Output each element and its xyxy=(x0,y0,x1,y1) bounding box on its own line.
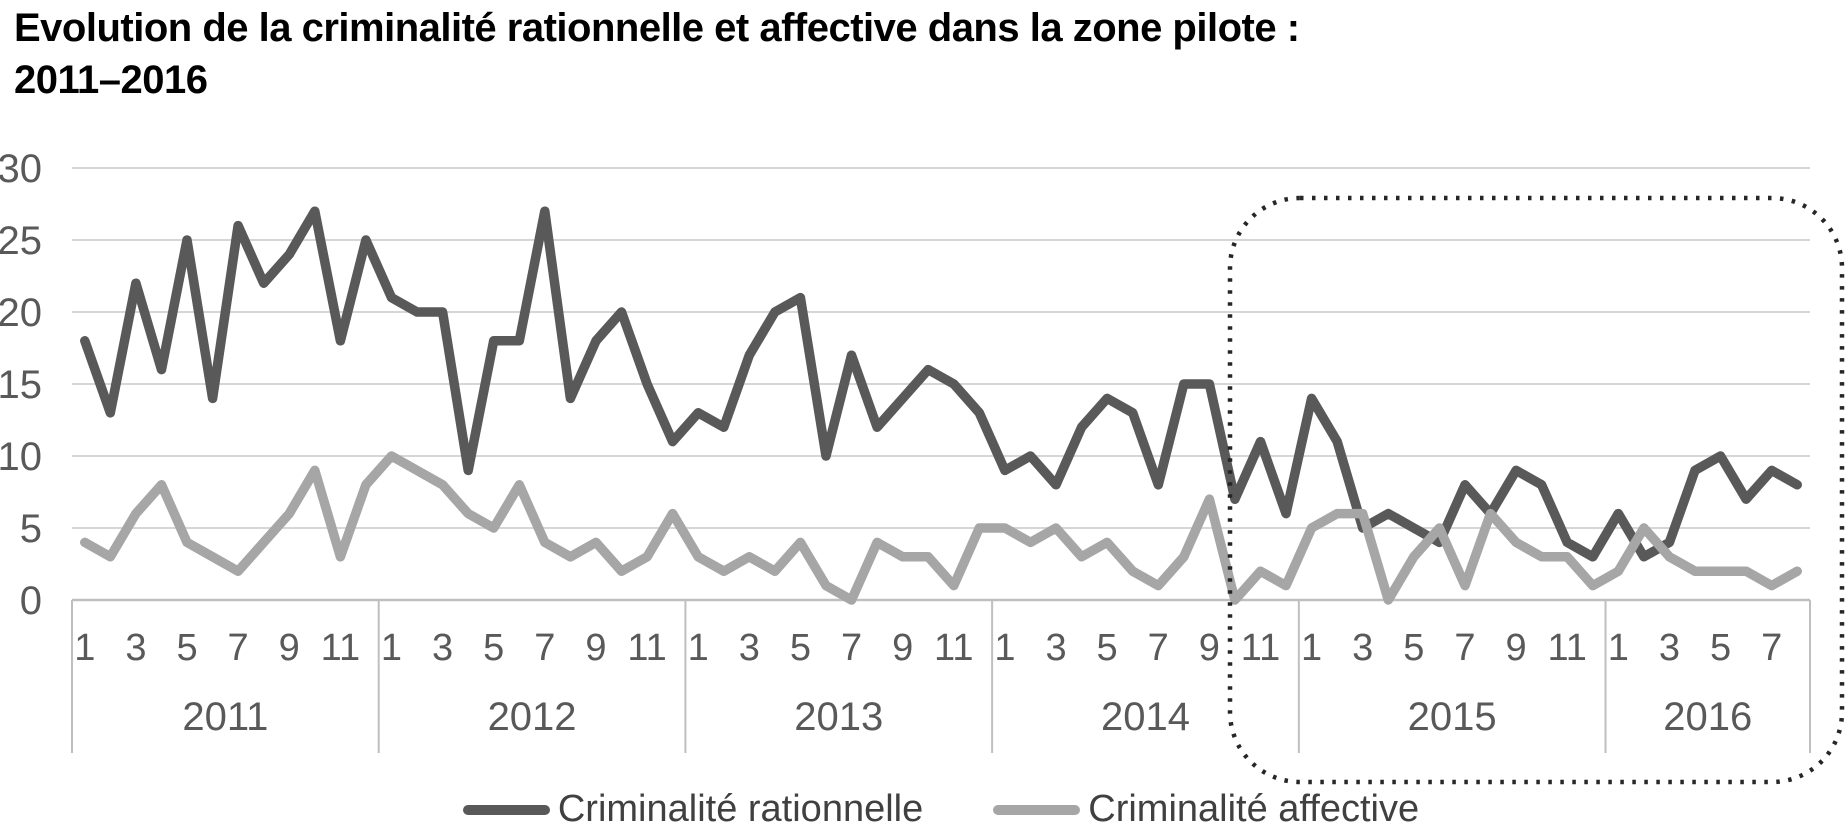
month-tick-label: 5 xyxy=(483,627,504,669)
month-tick-label: 9 xyxy=(1199,627,1220,669)
year-label: 2012 xyxy=(488,695,577,739)
month-tick-label: 3 xyxy=(739,627,760,669)
month-tick-label: 11 xyxy=(321,627,360,669)
month-tick-label: 1 xyxy=(1301,627,1322,669)
legend-label: Criminalité affective xyxy=(1088,788,1420,826)
month-tick-label: 7 xyxy=(1454,627,1475,669)
month-tick-label: 1 xyxy=(688,627,709,669)
y-tick-label: 0 xyxy=(20,579,42,623)
chart-title: Evolution de la criminalité rationnelle … xyxy=(14,2,1714,106)
legend-label: Criminalité rationnelle xyxy=(557,788,924,826)
chart-title-line1: Evolution de la criminalité rationnelle … xyxy=(14,6,1300,50)
month-tick-label: 7 xyxy=(1148,627,1169,669)
month-tick-label: 5 xyxy=(176,627,197,669)
chart-title-line2: 2011–2016 xyxy=(14,58,208,102)
month-tick-label: 5 xyxy=(1097,627,1118,669)
month-tick-label: 5 xyxy=(790,627,811,669)
legend-item: Criminalité rationnelle xyxy=(462,788,924,826)
month-tick-label: 11 xyxy=(1547,627,1586,669)
y-tick-label: 25 xyxy=(0,219,42,263)
y-tick-label: 15 xyxy=(0,363,42,407)
y-tick-label: 10 xyxy=(0,435,42,479)
year-label: 2015 xyxy=(1408,695,1497,739)
month-tick-label: 7 xyxy=(841,627,862,669)
month-tick-label: 1 xyxy=(74,627,95,669)
year-label: 2011 xyxy=(182,695,268,739)
series-line-rationnelle xyxy=(80,206,1802,562)
legend-swatch-rationnelle xyxy=(462,804,550,815)
month-tick-label: 11 xyxy=(627,627,666,669)
month-tick-label: 7 xyxy=(1761,627,1782,669)
month-tick-label: 1 xyxy=(994,627,1015,669)
month-tick-label: 1 xyxy=(381,627,402,669)
series-line-affective xyxy=(80,451,1802,605)
month-tick-label: 9 xyxy=(279,627,300,669)
legend: Criminalité rationnelle Criminalité affec… xyxy=(72,788,1810,826)
month-tick-label: 9 xyxy=(892,627,913,669)
legend-swatch-affective xyxy=(993,804,1081,815)
month-tick-label: 9 xyxy=(1506,627,1527,669)
month-tick-label: 7 xyxy=(534,627,555,669)
month-tick-label: 3 xyxy=(1659,627,1680,669)
month-tick-label: 3 xyxy=(1352,627,1373,669)
year-label: 2013 xyxy=(794,695,883,739)
legend-item: Criminalité affective xyxy=(993,788,1419,826)
month-tick-label: 3 xyxy=(432,627,453,669)
y-tick-label: 20 xyxy=(0,291,42,335)
month-tick-label: 7 xyxy=(228,627,249,669)
year-label: 2014 xyxy=(1101,695,1190,739)
month-tick-label: 5 xyxy=(1403,627,1424,669)
year-label: 2016 xyxy=(1663,695,1752,739)
month-tick-label: 5 xyxy=(1710,627,1731,669)
month-tick-label: 11 xyxy=(1241,627,1280,669)
month-tick-label: 11 xyxy=(934,627,973,669)
y-tick-label: 30 xyxy=(0,147,42,191)
month-tick-label: 9 xyxy=(585,627,606,669)
month-tick-label: 3 xyxy=(1045,627,1066,669)
month-tick-label: 1 xyxy=(1608,627,1629,669)
y-tick-label: 5 xyxy=(20,507,42,551)
month-tick-label: 3 xyxy=(125,627,146,669)
